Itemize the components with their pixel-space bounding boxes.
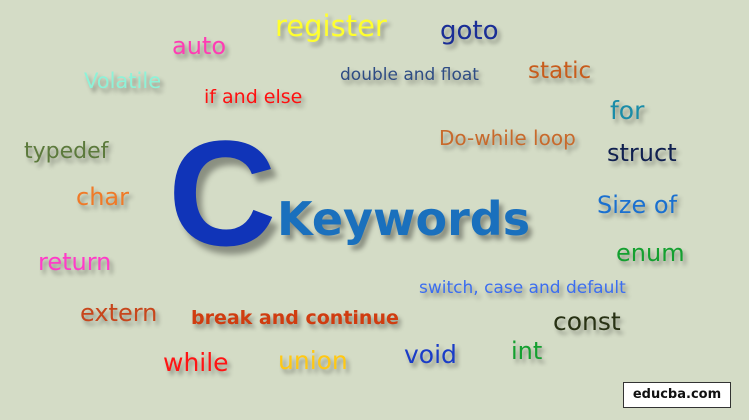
keyword-union: union (278, 346, 348, 375)
title-letter: C (168, 109, 277, 277)
keyword-const: const (553, 307, 621, 336)
keyword-goto: goto (440, 16, 499, 46)
keyword-int: int (511, 337, 543, 365)
keyword-if-and-else: if and else (204, 86, 303, 108)
keyword-double-and-float: double and float (340, 65, 479, 85)
title-word: Keywords (277, 192, 531, 246)
keyword-size-of: Size of (597, 191, 678, 219)
keyword-volatile: Volatile (84, 69, 162, 93)
keyword-while: while (163, 348, 229, 377)
keyword-break-and-continue: break and continue (191, 307, 399, 329)
keyword-extern: extern (80, 299, 158, 327)
keyword-auto: auto (172, 32, 227, 60)
keyword-for: for (610, 96, 645, 125)
keyword-char: char (76, 183, 129, 211)
keyword-switch-case-default: switch, case and default (419, 278, 626, 298)
keyword-do-while-loop: Do-while loop (439, 126, 576, 150)
keyword-void: void (404, 340, 457, 369)
keyword-register: register (275, 9, 387, 43)
keyword-return: return (38, 248, 112, 276)
keyword-static: static (528, 58, 592, 84)
watermark-badge: educba.com (623, 382, 731, 408)
keyword-struct: struct (607, 139, 677, 167)
keyword-typedef: typedef (24, 139, 109, 164)
keyword-enum: enum (616, 239, 685, 267)
